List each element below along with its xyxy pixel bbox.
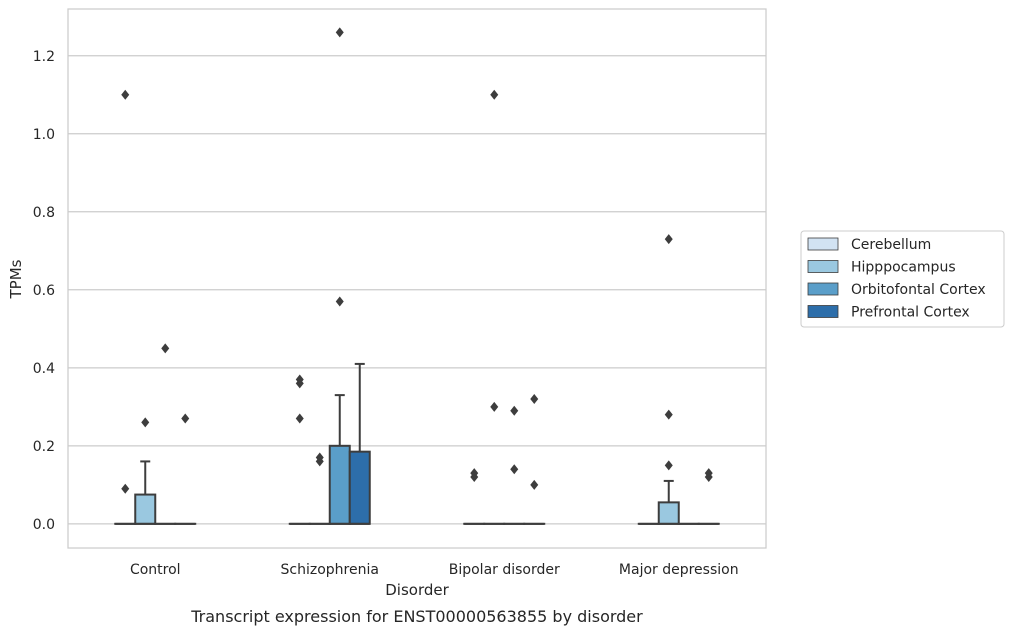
x-axis-ticks: Control Schizophrenia Bipolar disorder Majo… [130, 562, 739, 578]
outlier-point [490, 89, 499, 100]
x-tick-label: Major depression [619, 562, 739, 578]
outlier-point [121, 89, 130, 100]
box-body [348, 450, 371, 525]
box-body [328, 444, 351, 525]
y-tick-label: 0.4 [33, 361, 55, 377]
box-body [657, 501, 680, 525]
outlier-point [470, 468, 479, 479]
outlier-point [530, 394, 539, 405]
y-axis-ticks: 0.0 0.2 0.4 0.6 0.8 1.0 1.2 [33, 49, 55, 533]
legend-frame [800, 230, 1005, 328]
outlier-point [335, 27, 344, 38]
y-axis-title: TPMs [7, 259, 25, 299]
outlier-point [530, 479, 539, 490]
outlier-point [315, 452, 324, 463]
box-body [134, 493, 157, 525]
plot-area-frame [67, 8, 767, 549]
box-orbitofontal-cortex [328, 394, 351, 525]
legend-swatch [807, 237, 839, 251]
outlier-point [141, 417, 150, 428]
legend: Cerebellum Hipppocampus Orbitofontal Corte… [800, 230, 1005, 328]
outlier-markers [121, 27, 713, 494]
box-hipppocampus [134, 460, 157, 525]
box-hipppocampus [657, 479, 680, 525]
legend-label: Orbitofontal Cortex [851, 282, 986, 298]
y-tick-label: 1.0 [33, 127, 55, 143]
outlier-point [704, 468, 713, 479]
outlier-point [295, 374, 304, 385]
outlier-point [490, 401, 499, 412]
outlier-point [161, 343, 170, 354]
gridlines [68, 55, 766, 525]
x-tick-label: Schizophrenia [281, 562, 379, 578]
y-tick-label: 1.2 [33, 49, 55, 65]
y-tick-label: 0.6 [33, 283, 55, 299]
legend-label: Hipppocampus [851, 260, 956, 276]
outlier-point [335, 296, 344, 307]
outlier-point [664, 234, 673, 245]
x-axis-title: Disorder [385, 581, 449, 599]
outlier-point [510, 464, 519, 475]
y-tick-label: 0.8 [33, 205, 55, 221]
y-tick-label: 0.0 [33, 517, 55, 533]
chart-caption: Transcript expression for ENST0000056385… [190, 607, 643, 626]
outlier-point [121, 483, 130, 494]
legend-label: Prefrontal Cortex [851, 305, 970, 321]
outlier-point [181, 413, 190, 424]
box-plot-boxes [114, 362, 720, 525]
legend-swatch [807, 260, 839, 273]
outlier-point [510, 405, 519, 416]
legend-label: Cerebellum [851, 237, 931, 253]
legend-swatch [807, 305, 839, 318]
x-tick-label: Bipolar disorder [449, 562, 560, 578]
outlier-point [664, 460, 673, 471]
legend-swatch [807, 282, 839, 296]
outlier-point [664, 409, 673, 420]
y-tick-label: 0.2 [33, 439, 55, 455]
x-tick-label: Control [130, 562, 181, 578]
outlier-point [295, 413, 304, 424]
box-prefrontal-cortex [348, 362, 371, 525]
